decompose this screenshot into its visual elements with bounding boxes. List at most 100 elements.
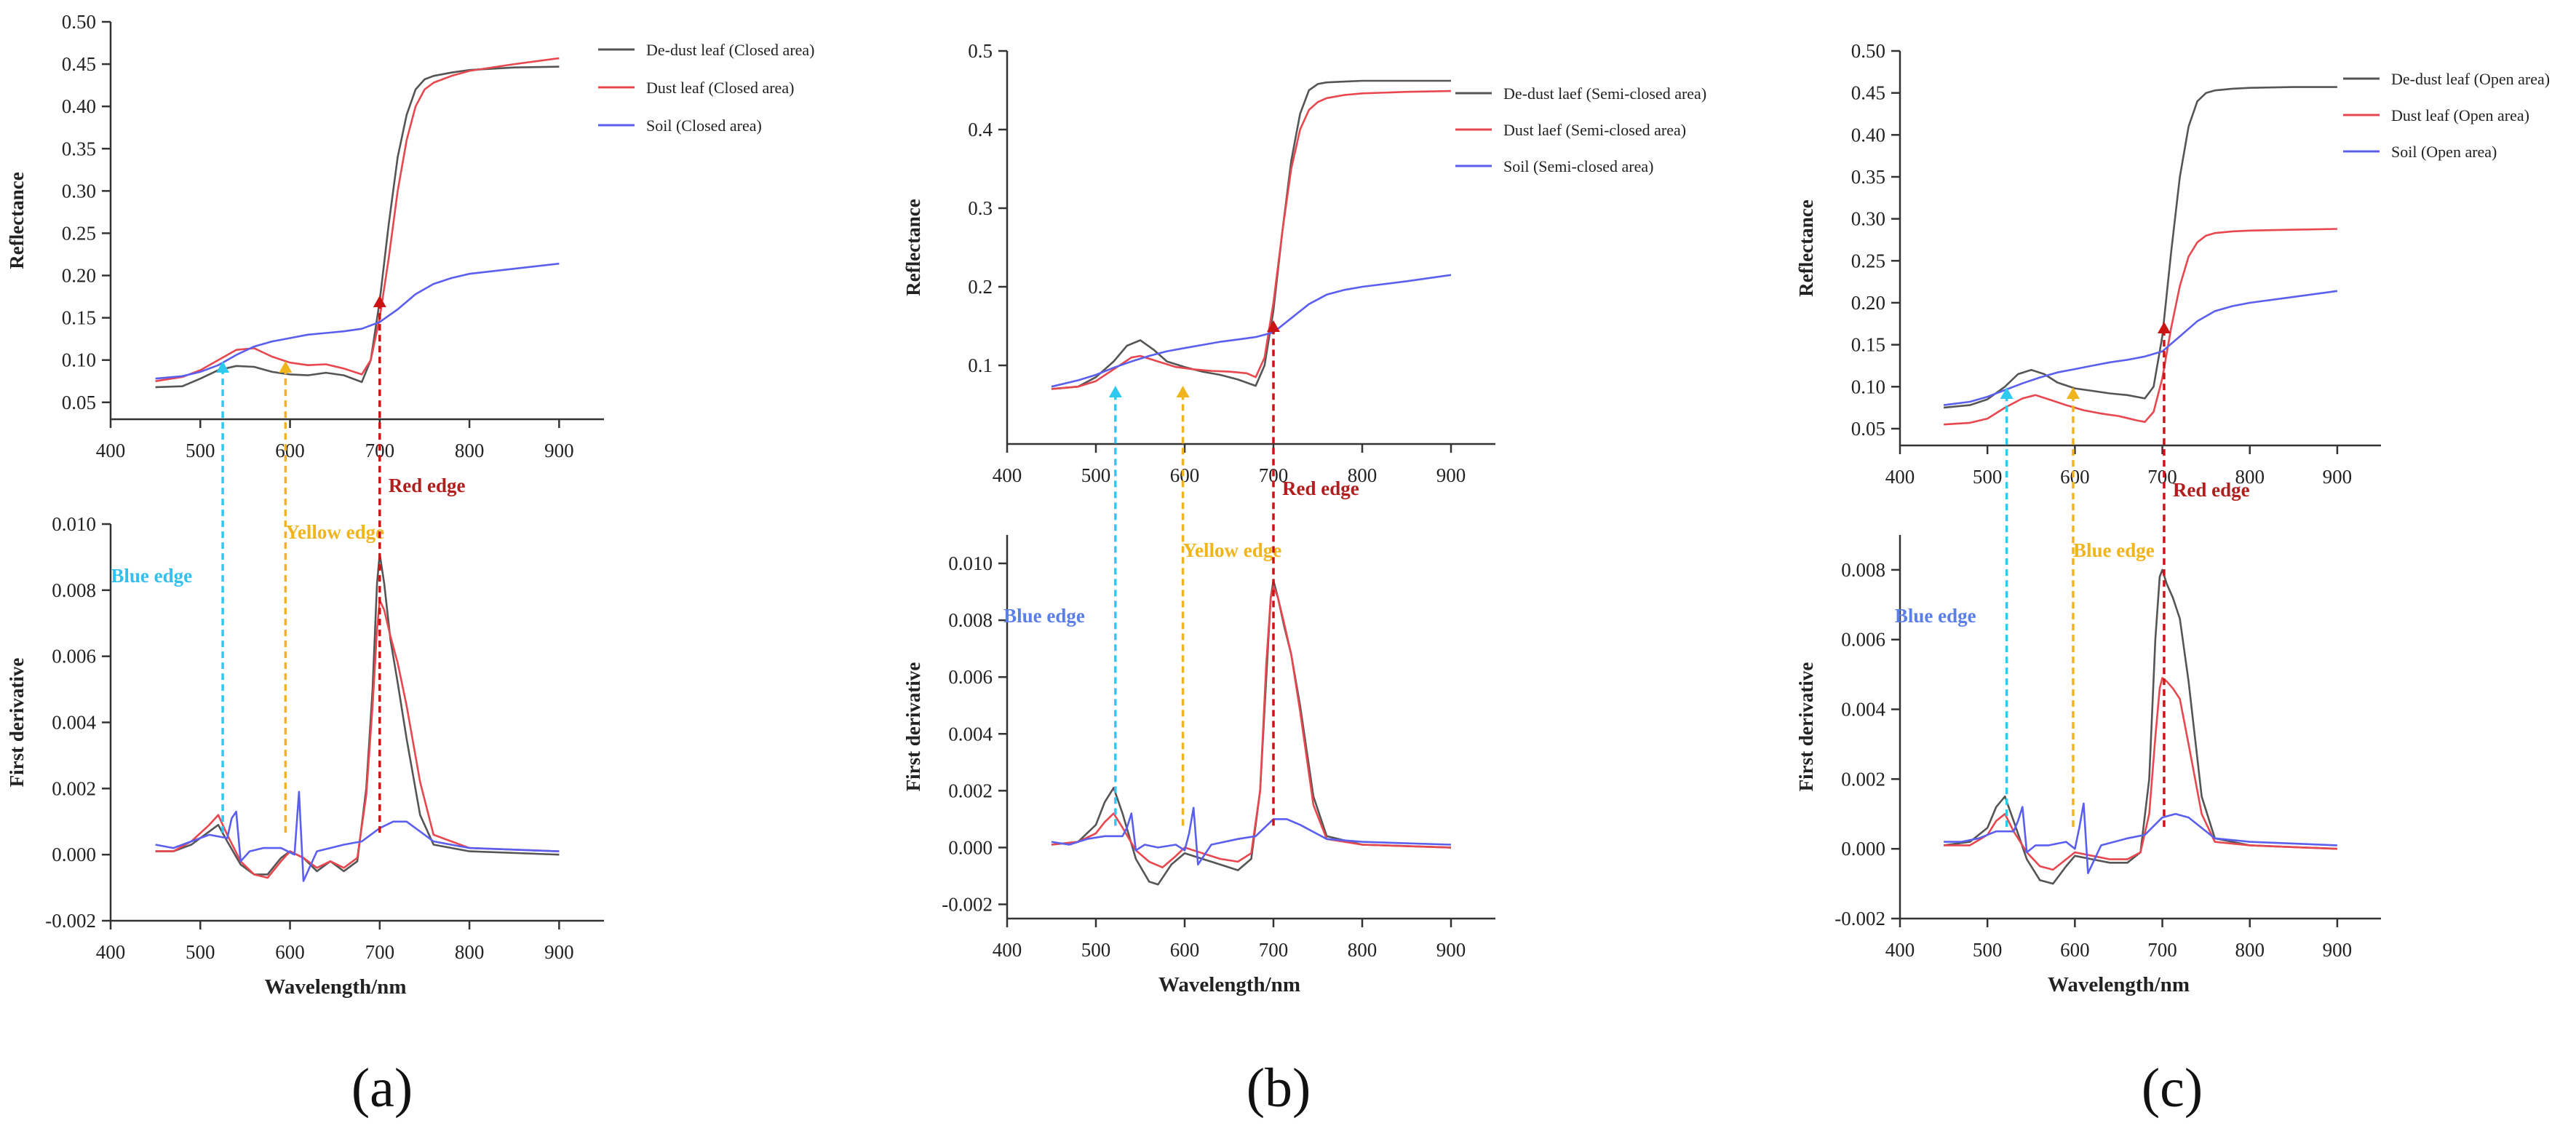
- bottom-plot-y-tick-label: 0.006: [948, 666, 993, 688]
- bottom-plot-x-tick-label: 500: [186, 941, 215, 963]
- bottom-plot-x-tick-label: 600: [275, 941, 305, 963]
- bottom-plot-series-line-2: [1944, 677, 2337, 871]
- edge-arrow-head: [216, 361, 230, 373]
- edge-arrow-head: [1108, 386, 1122, 397]
- bottom-plot-y-axis-label: First derivative: [902, 662, 924, 792]
- top-plot-x-tick-label: 900: [544, 440, 574, 461]
- top-plot-x-tick-label: 500: [1973, 466, 2003, 488]
- top-plot-x-tick-label: 400: [96, 440, 126, 461]
- top-plot-y-tick-label: 0.40: [1851, 124, 1885, 146]
- top-plot-y-tick-label: 0.20: [1851, 292, 1885, 314]
- top-plot-x-tick-label: 900: [2323, 466, 2353, 488]
- top-plot-series-line-3: [1051, 274, 1452, 388]
- bottom-plot-x-tick-label: 400: [96, 941, 126, 963]
- top-plot-y-tick-label: 0.10: [62, 349, 96, 371]
- bottom-plot-x-tick-label: 700: [365, 941, 395, 963]
- bottom-plot-x-tick-label: 400: [993, 939, 1022, 961]
- top-plot-y-tick-label: 0.40: [62, 95, 96, 117]
- bottom-plot-y-axis-label: First derivative: [1795, 662, 1817, 792]
- edge-arrow-head: [2157, 322, 2171, 333]
- top-plot-x-tick-label: 600: [1170, 464, 1200, 486]
- top-plot-y-axis-label: Reflectance: [902, 199, 924, 296]
- legend-label: De-dust leaf (Closed area): [646, 41, 815, 59]
- bottom-plot-series-line-3: [1051, 806, 1452, 866]
- top-plot-series-line-1: [1051, 79, 1451, 390]
- legend-label: De-dust leaf (Open area): [2391, 70, 2550, 88]
- top-plot-series-line-3: [155, 262, 560, 380]
- bottom-plot-y-tick-label: 0.002: [52, 777, 96, 799]
- bottom-plot-x-tick-label: 400: [1885, 939, 1915, 961]
- bottom-plot-series-line-1: [1051, 579, 1452, 886]
- top-plot-x-tick-label: 800: [455, 440, 485, 461]
- bottom-plot-y-tick-label: 0.000: [948, 836, 993, 858]
- bottom-plot-y-tick-label: -0.002: [45, 910, 96, 932]
- bottom-plot-x-tick-label: 700: [1259, 939, 1289, 961]
- bottom-plot-x-axis-label: Wavelength/nm: [2048, 973, 2190, 996]
- top-plot-x-tick-label: 600: [275, 440, 305, 461]
- top-plot-x-tick-label: 700: [2147, 466, 2177, 488]
- top-plot-y-tick-label: 0.45: [1851, 82, 1885, 104]
- bottom-plot-x-tick-label: 600: [2060, 939, 2090, 961]
- top-plot-x-tick-label: 500: [186, 440, 215, 461]
- top-plot-x-tick-label: 500: [1081, 464, 1111, 486]
- top-plot-series-line-1: [1943, 86, 2337, 409]
- top-plot-y-tick-label: 0.5: [968, 40, 993, 62]
- edge-arrow-head: [2000, 387, 2014, 399]
- top-plot-y-tick-label: 0.3: [968, 197, 993, 219]
- bottom-plot-series-line-2: [155, 599, 560, 879]
- bottom-plot-y-tick-label: 0.008: [52, 579, 96, 601]
- bottom-plot-y-tick-label: 0.010: [948, 552, 993, 574]
- bottom-plot-y-tick-label: 0.004: [1841, 699, 1885, 721]
- legend-label: De-dust laef (Semi-closed area): [1503, 84, 1706, 103]
- top-plot-y-tick-label: 0.15: [62, 307, 96, 329]
- bottom-plot-x-tick-label: 800: [1348, 939, 1378, 961]
- edge-arrow-head: [373, 296, 386, 307]
- bottom-plot-x-axis-label: Wavelength/nm: [1158, 973, 1300, 996]
- panel-label-c: (c): [2142, 1058, 2203, 1119]
- top-plot-y-tick-label: 0.50: [62, 11, 96, 33]
- edge-arrow-head: [2066, 387, 2080, 399]
- edge-label: Red edge: [2173, 479, 2250, 501]
- bottom-plot-series-line-3: [1944, 802, 2337, 874]
- bottom-plot-x-axis-label: Wavelength/nm: [265, 975, 407, 999]
- top-plot-series-line-2: [1051, 90, 1452, 390]
- bottom-plot-x-tick-label: 500: [1973, 939, 2003, 961]
- top-plot-series-line-1: [155, 66, 560, 389]
- bottom-plot-y-tick-label: -0.002: [942, 893, 993, 915]
- top-plot-series-line-2: [155, 57, 560, 382]
- panel-label-a: (a): [351, 1058, 413, 1119]
- legend-label: Soil (Closed area): [646, 116, 762, 135]
- top-plot-y-tick-label: 0.35: [1851, 166, 1885, 188]
- bottom-plot-y-tick-label: 0.006: [1841, 629, 1885, 651]
- top-plot-y-tick-label: 0.25: [1851, 250, 1885, 271]
- bottom-plot-x-tick-label: 900: [1436, 939, 1466, 961]
- bottom-plot-x-tick-label: 800: [455, 941, 485, 963]
- edge-arrow-head: [1176, 386, 1190, 397]
- legend-label: Dust laef (Semi-closed area): [1503, 121, 1686, 139]
- bottom-plot-x-tick-label: 600: [1170, 939, 1200, 961]
- legend-label: Soil (Semi-closed area): [1503, 157, 1654, 175]
- bottom-plot-y-tick-label: 0.000: [52, 844, 96, 865]
- top-plot-y-tick-label: 0.30: [62, 180, 96, 202]
- panel-label-b: (b): [1247, 1058, 1311, 1119]
- top-plot-y-tick-label: 0.35: [62, 138, 96, 159]
- edge-arrow-head: [1267, 320, 1280, 332]
- top-plot-series-line-3: [1943, 290, 2338, 406]
- bottom-plot-y-tick-label: 0.002: [948, 780, 993, 801]
- edge-label: Blue edge: [111, 565, 192, 587]
- bottom-plot-series-line-2: [1051, 584, 1452, 868]
- top-plot-y-tick-label: 0.30: [1851, 208, 1885, 230]
- bottom-plot-x-tick-label: 700: [2147, 939, 2177, 961]
- top-plot-y-tick-label: 0.05: [62, 392, 96, 413]
- top-plot-y-tick-label: 0.20: [62, 265, 96, 287]
- top-plot-x-tick-label: 900: [1436, 464, 1466, 486]
- bottom-plot-series-line-3: [155, 790, 560, 882]
- edge-label: Red edge: [389, 475, 466, 496]
- bottom-plot-y-tick-label: 0.008: [948, 609, 993, 631]
- bottom-plot-y-tick-label: 0.002: [1841, 768, 1885, 790]
- top-plot-y-tick-label: 0.2: [968, 276, 993, 298]
- edge-label: Blue edge: [2073, 539, 2155, 561]
- edge-arrow-head: [279, 361, 293, 373]
- panel-c: 400 500 600 700 800 900 0.05 0.10 0.15 0.20 0.25 0.…: [1795, 40, 2550, 996]
